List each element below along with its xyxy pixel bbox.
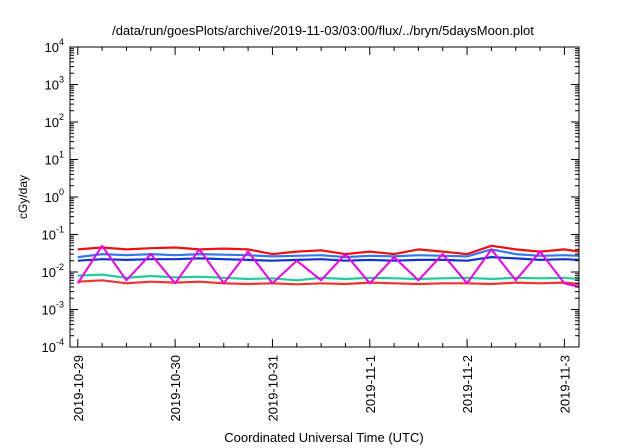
y-tick-base: 10	[42, 265, 56, 280]
y-tick-label: 10-3	[42, 300, 64, 318]
y-tick-base: 10	[45, 190, 59, 205]
y-tick-label: 104	[45, 37, 64, 55]
y-tick-exponent: 3	[59, 75, 64, 85]
y-tick-base: 10	[45, 78, 59, 93]
series-line-2	[77, 248, 580, 259]
y-tick-label: 103	[45, 75, 64, 93]
y-tick-base: 10	[45, 115, 59, 130]
y-tick-exponent: -2	[56, 262, 64, 272]
y-tick-label: 100	[45, 187, 64, 205]
x-tick-label: 2019-10-29	[71, 355, 86, 422]
x-tick-label: 2019-11-3	[557, 355, 572, 413]
y-tick-label: 102	[45, 112, 64, 130]
y-tick-base: 10	[42, 340, 56, 355]
x-axis-label: Coordinated Universal Time (UTC)	[224, 430, 423, 445]
y-tick-exponent: 0	[59, 187, 64, 197]
x-axis: 2019-10-29 2019-10-30 2019-10-31 2019-11-1 2…	[71, 47, 572, 422]
y-tick-base: 10	[42, 303, 56, 318]
y-tick-exponent: 4	[59, 37, 64, 47]
y-tick-label: 101	[45, 150, 64, 168]
x-tick-label: 2019-10-30	[168, 355, 183, 422]
y-tick-base: 10	[45, 40, 59, 55]
y-tick-base: 10	[45, 153, 59, 168]
series-line-1	[77, 244, 580, 256]
plot-frame	[69, 46, 580, 348]
series-line-5	[77, 279, 580, 286]
x-tick-label: 2019-10-31	[265, 355, 280, 422]
y-tick-exponent: 2	[59, 112, 64, 122]
chart-title: /data/run/goesPlots/archive/2019-11-03/0…	[112, 23, 534, 38]
series-layer	[76, 244, 580, 288]
x-tick-label: 2019-11-1	[363, 355, 378, 413]
y-tick-label: 10-2	[42, 262, 64, 280]
y-tick-exponent: 1	[59, 150, 64, 160]
y-tick-label: 10-4	[42, 337, 64, 355]
y-tick-exponent: -3	[56, 300, 64, 310]
y-tick-label: 10-1	[42, 225, 64, 243]
y-tick-exponent: -4	[56, 337, 64, 347]
y-axis-label: cGy/day	[16, 175, 30, 219]
series-line-4	[77, 273, 580, 282]
series-line-3	[77, 256, 580, 262]
x-tick-label: 2019-11-2	[460, 355, 475, 413]
series-line-6	[76, 244, 580, 288]
y-tick-exponent: -1	[56, 225, 64, 235]
y-tick-base: 10	[42, 228, 56, 243]
